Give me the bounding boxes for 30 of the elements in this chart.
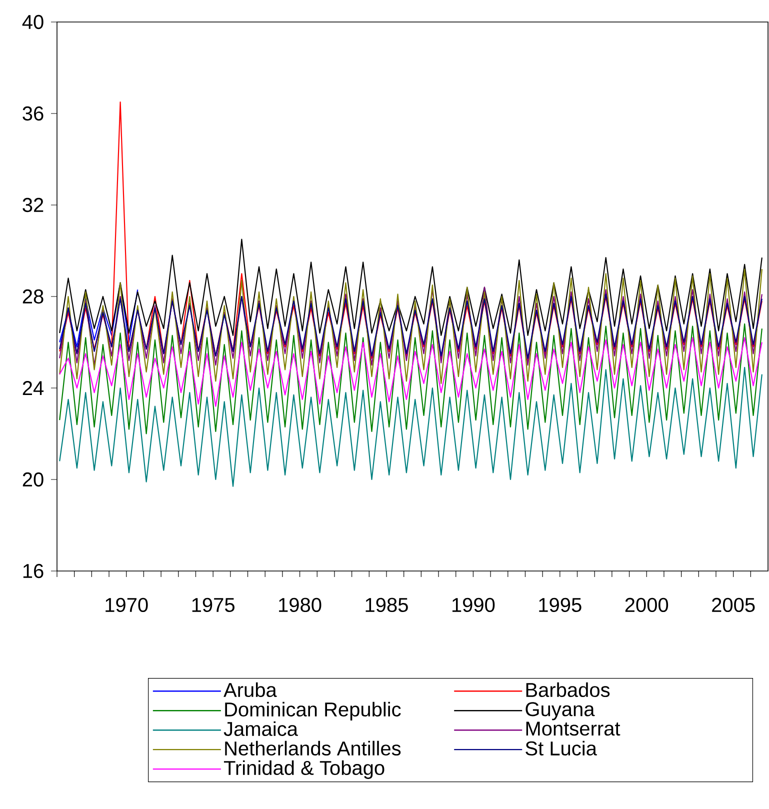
legend-label: Jamaica	[224, 721, 298, 736]
x-tick-label: 2000	[625, 598, 668, 612]
legend-label: Guyana	[526, 702, 595, 720]
y-tick-label: 40	[22, 14, 44, 30]
line-series	[59, 366, 762, 487]
y-tick-label: 16	[23, 564, 44, 578]
x-tick-label: 1970	[106, 598, 148, 612]
legend-label: Aruba	[224, 682, 277, 698]
y-tick-label: 20	[22, 472, 44, 487]
legend-label: Dominican Republic	[225, 702, 401, 720]
y-tick-label: 32	[22, 198, 44, 212]
x-tick-label: 2005	[712, 598, 755, 612]
x-tick-label: 1985	[366, 598, 408, 612]
legend-label: Trinidad & Tobago	[224, 760, 384, 779]
line-series	[59, 238, 762, 336]
y-tick-label: 24	[22, 381, 44, 395]
y-tick-label: 28	[22, 289, 44, 304]
legend-label: Barbados	[526, 682, 610, 698]
legend-label: St Lucia	[526, 740, 597, 756]
legend-label: Netherlands Antilles	[225, 740, 401, 756]
line-series	[59, 323, 762, 434]
y-tick-label: 36	[22, 106, 44, 121]
legend-label: Montserrat	[526, 722, 620, 736]
line-series	[59, 294, 762, 359]
x-tick-label: 1975	[192, 598, 234, 612]
x-tick-label: 1990	[452, 598, 495, 612]
line-series	[59, 337, 762, 407]
x-tick-label: 1980	[279, 598, 322, 612]
x-tick-label: 1995	[539, 598, 582, 612]
line-series	[59, 268, 762, 384]
